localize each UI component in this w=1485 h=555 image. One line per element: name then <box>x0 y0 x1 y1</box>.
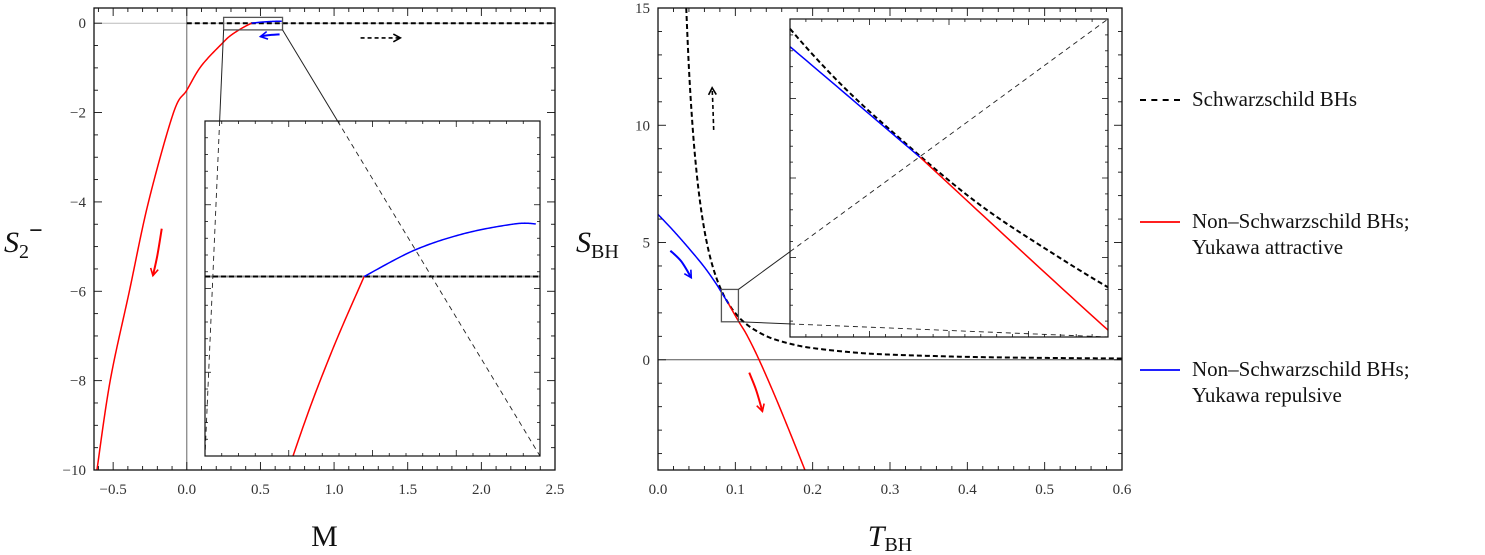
y-axis-label-sup: − <box>29 218 43 244</box>
x-tick-label: 0.1 <box>726 482 745 498</box>
y-tick-label: 0 <box>79 16 87 32</box>
zoom-region-box <box>720 288 740 323</box>
series-line-yukawa-attractive-inset <box>292 276 365 457</box>
x-tick-label: 0.4 <box>958 482 977 498</box>
inset-connector-dashed <box>337 120 541 457</box>
series-line-yukawa-attractive <box>96 22 252 471</box>
y-axis-label-base: S <box>576 226 591 259</box>
left-plot: −0.5 0.0 0.5 1.0 1.5 2.0 2.5 0 −2 −4 −6 −8 −10 M S2− <box>4 7 565 553</box>
x-tick-label: 0.6 <box>1113 482 1132 498</box>
inset-connector-dashed <box>789 323 1109 338</box>
series-line-yukawa-attractive-inset <box>919 156 1109 331</box>
legend-label: Schwarzschild BHs <box>1192 87 1358 111</box>
inset-connector-dashed <box>789 18 1109 253</box>
legend-item-yukawa-repulsive: Non–Schwarzschild BHs; Yukawa repulsive <box>1140 356 1410 408</box>
arrowhead-icon <box>756 403 765 413</box>
zoom-region-box <box>222 16 284 31</box>
y-axis-label: SBH <box>576 226 619 263</box>
x-axis-label: TBH <box>868 520 912 555</box>
series-line-schwarzschild-inset <box>789 28 1109 289</box>
arrowhead-icon <box>392 33 403 43</box>
legend-item-yukawa-attractive: Non–Schwarzschild BHs; Yukawa attractive <box>1140 208 1410 260</box>
x-axis-label-sub: BH <box>884 534 912 555</box>
y-tick-label: −8 <box>70 374 86 390</box>
series-line-yukawa-repulsive <box>251 20 282 24</box>
direction-arrow <box>669 249 693 279</box>
x-tick-label: 1.5 <box>398 482 417 498</box>
series-line-yukawa-repulsive-inset <box>789 46 921 158</box>
legend-swatch-red <box>1140 221 1180 223</box>
x-tick-label: 0.5 <box>1035 482 1054 498</box>
x-tick-label: 0.0 <box>177 482 196 498</box>
y-axis-label-base: S <box>4 226 19 259</box>
arrowhead-icon <box>683 269 693 280</box>
y-axis-label: S2− <box>4 218 43 263</box>
y-tick-label: 5 <box>643 236 651 252</box>
series-line-schwarzschild <box>685 7 1123 360</box>
inset-connector-dashed <box>204 120 221 457</box>
plot-frame <box>93 7 556 471</box>
arrowhead-icon <box>149 267 159 278</box>
legend: Schwarzschild BHs Non–Schwarzschild BHs;… <box>1140 0 1485 555</box>
y-tick-label: 10 <box>635 118 650 134</box>
x-tick-label: 0.0 <box>649 482 668 498</box>
x-tick-label: 1.0 <box>325 482 344 498</box>
legend-swatch-blue <box>1140 369 1180 371</box>
y-tick-label: −4 <box>70 195 86 211</box>
x-axis-label-base: T <box>868 520 887 553</box>
direction-arrow <box>151 228 163 276</box>
legend-label: Non–Schwarzschild BHs; Yukawa attractive <box>1192 209 1410 259</box>
series-line-yukawa-repulsive-inset <box>363 222 536 278</box>
legend-swatch-dashed-black <box>1140 99 1180 101</box>
y-tick-label: −2 <box>70 106 86 122</box>
right-inset <box>789 18 1109 338</box>
direction-arrow <box>711 87 715 130</box>
y-tick-label: −6 <box>70 284 86 300</box>
x-tick-label: 2.0 <box>472 482 491 498</box>
left-inset <box>204 120 541 457</box>
arrowhead-icon <box>707 86 717 96</box>
x-tick-label: 0.5 <box>251 482 270 498</box>
direction-arrow <box>748 372 764 412</box>
y-tick-label: −10 <box>63 463 86 479</box>
x-tick-label: 2.5 <box>546 482 565 498</box>
x-axis-label: M <box>311 520 338 553</box>
x-tick-label: 0.2 <box>803 482 822 498</box>
legend-label: Non–Schwarzschild BHs; Yukawa repulsive <box>1192 357 1410 407</box>
x-tick-label: 0.3 <box>881 482 900 498</box>
y-axis-label-sub: 2 <box>19 241 29 263</box>
y-tick-label: 0 <box>643 353 651 369</box>
legend-item-schwarzschild: Schwarzschild BHs <box>1140 86 1357 112</box>
x-tick-label: −0.5 <box>100 482 127 498</box>
arrowhead-icon <box>258 30 269 40</box>
series-line-yukawa-repulsive <box>657 213 730 304</box>
y-tick-label: 15 <box>635 1 650 17</box>
y-axis-label-sub: BH <box>591 241 619 263</box>
